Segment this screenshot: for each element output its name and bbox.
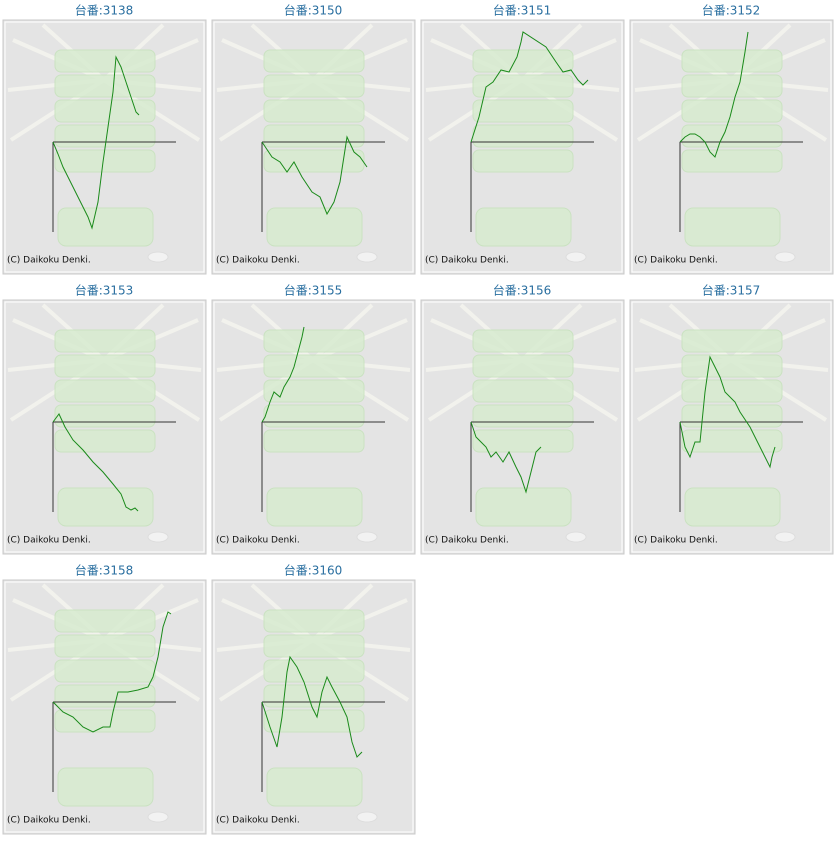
graph-panel: (C) Daikoku Denki. xyxy=(210,578,417,836)
panel-title: 台番:3153 xyxy=(75,283,134,298)
graph-panel: (C) Daikoku Denki. xyxy=(1,298,208,556)
data-line xyxy=(261,655,363,758)
graph-panel: (C) Daikoku Denki. xyxy=(210,298,417,556)
data-line xyxy=(679,355,776,469)
panel-title: 台番:3151 xyxy=(493,3,552,18)
copyright: (C) Daikoku Denki. xyxy=(216,816,300,826)
graph-panel: (C) Daikoku Denki. xyxy=(1,18,208,276)
graph-panel: (C) Daikoku Denki. xyxy=(419,18,626,276)
panel-background xyxy=(1,578,208,836)
copyright: (C) Daikoku Denki. xyxy=(7,536,91,546)
data-line xyxy=(52,55,140,230)
panel-background xyxy=(1,18,208,276)
panel-background xyxy=(419,298,626,556)
panel-background xyxy=(628,18,835,276)
panel-title: 台番:3138 xyxy=(75,3,134,18)
copyright: (C) Daikoku Denki. xyxy=(216,256,300,266)
graph-panel: (C) Daikoku Denki. xyxy=(419,298,626,556)
data-line xyxy=(52,413,139,512)
copyright: (C) Daikoku Denki. xyxy=(634,536,718,546)
panel-title: 台番:3160 xyxy=(284,563,343,578)
data-line xyxy=(261,135,368,216)
data-line xyxy=(52,611,172,733)
data-line xyxy=(470,421,542,494)
data-line xyxy=(470,31,589,143)
panel-title: 台番:3152 xyxy=(702,3,761,18)
copyright: (C) Daikoku Denki. xyxy=(216,536,300,546)
graph-panel: (C) Daikoku Denki. xyxy=(1,578,208,836)
panel-background xyxy=(210,578,417,836)
panel-background xyxy=(210,298,417,556)
copyright: (C) Daikoku Denki. xyxy=(425,256,509,266)
panel-background xyxy=(1,298,208,556)
panel-title: 台番:3150 xyxy=(284,3,343,18)
graph-panel: (C) Daikoku Denki. xyxy=(210,18,417,276)
graph-panel: (C) Daikoku Denki. xyxy=(628,18,835,276)
panel-title: 台番:3158 xyxy=(75,563,134,578)
panel-title: 台番:3156 xyxy=(493,283,552,298)
panel-title: 台番:3157 xyxy=(702,283,761,298)
copyright: (C) Daikoku Denki. xyxy=(7,816,91,826)
copyright: (C) Daikoku Denki. xyxy=(634,256,718,266)
copyright: (C) Daikoku Denki. xyxy=(425,536,509,546)
graph-panel: (C) Daikoku Denki. xyxy=(628,298,835,556)
data-line xyxy=(261,326,305,423)
panel-background xyxy=(419,18,626,276)
data-line xyxy=(679,31,749,158)
copyright: (C) Daikoku Denki. xyxy=(7,256,91,266)
panel-background xyxy=(628,298,835,556)
panel-background xyxy=(210,18,417,276)
panel-title: 台番:3155 xyxy=(284,283,343,298)
